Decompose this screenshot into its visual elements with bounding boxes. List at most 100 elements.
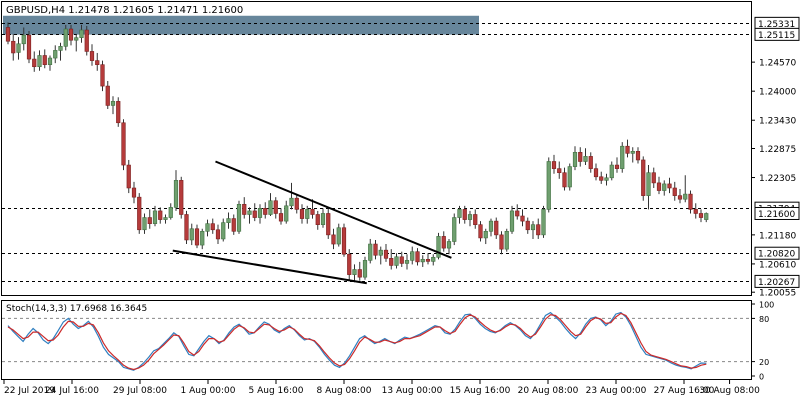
candle-body — [473, 214, 478, 225]
level-label-box — [754, 27, 800, 41]
price-tick-label: 1.24000 — [759, 88, 796, 98]
candle-body — [646, 172, 651, 196]
candle-body — [446, 241, 452, 249]
level-label-text: 1.20820 — [758, 250, 795, 260]
stoch-tick-label: 0 — [759, 373, 764, 382]
candle-body — [698, 213, 704, 218]
candle-body — [89, 51, 95, 61]
stochastic-oscillator — [2, 311, 751, 371]
candle-body — [184, 214, 189, 241]
time-tick-label: 27 Aug 16:00 — [654, 386, 715, 396]
level-label-text: 1.25331 — [758, 20, 795, 30]
candle-body — [604, 177, 609, 181]
price-axis: 1.24570 1.24000 1.23430 1.22875 1.22305 1.211… — [751, 59, 796, 299]
candle-body — [704, 213, 709, 220]
candle-body — [383, 249, 389, 259]
candle-body — [431, 256, 436, 262]
candle-body — [284, 205, 289, 222]
time-tick-label: 20 Aug 08:00 — [518, 386, 579, 396]
candle-body — [68, 28, 74, 41]
candle-body — [305, 209, 310, 219]
candle-body — [457, 209, 462, 218]
candle-body — [609, 164, 614, 179]
candle-body — [562, 172, 567, 188]
candle-body — [320, 213, 326, 225]
candle-body — [625, 145, 630, 154]
candle-body — [541, 209, 546, 236]
candle-body — [509, 210, 515, 232]
candle-body — [16, 43, 21, 53]
candle-body — [620, 145, 625, 169]
candle-body — [131, 187, 137, 198]
candle-body — [567, 166, 572, 188]
candle-body — [425, 259, 431, 262]
candle-body — [483, 231, 488, 239]
candle-body — [210, 223, 215, 231]
stoch-tick-label: 20 — [759, 358, 769, 367]
candle-body — [173, 180, 179, 208]
candle-body — [347, 253, 352, 275]
price-tick-label: 1.20055 — [759, 289, 796, 299]
candle-body — [599, 176, 604, 181]
level-label-text: 1.20267 — [758, 278, 795, 288]
time-tick-label: 30 Aug 08:00 — [699, 386, 760, 396]
candle-body — [415, 251, 420, 263]
candle-body — [121, 122, 126, 166]
candle-body — [242, 203, 247, 215]
candle-body — [488, 220, 494, 232]
candle-body — [326, 213, 331, 236]
candle-body — [520, 215, 525, 222]
candle-body — [310, 209, 315, 215]
wedge-line-1 — [172, 249, 367, 285]
price-tick-label: 1.23430 — [759, 117, 796, 127]
candle-body — [100, 64, 105, 87]
candle-body — [42, 55, 47, 65]
stoch-tick-label: 80 — [759, 315, 769, 324]
candle-body — [399, 256, 404, 264]
candle-body — [667, 183, 672, 189]
price-tick-label: 1.21180 — [759, 231, 796, 241]
candle-body — [436, 236, 441, 258]
candle-body — [352, 269, 357, 275]
candle-body — [278, 213, 284, 222]
candle-body — [137, 196, 142, 231]
level-price-labels: 1.253311.251151.217041.216001.208201.202… — [754, 16, 800, 288]
stoch-plot-frame — [1, 300, 752, 380]
candle-body — [499, 234, 504, 250]
candle-body — [247, 210, 252, 215]
candle-body — [530, 224, 536, 231]
candle-body — [452, 217, 457, 242]
candle-body — [221, 222, 226, 240]
candle-body — [315, 214, 320, 225]
time-tick-label: 24 Jul 16:00 — [45, 386, 99, 396]
candle-body — [394, 256, 399, 266]
price-tick-label: 1.20610 — [759, 260, 796, 270]
candle-body — [21, 34, 26, 45]
candle-body — [341, 227, 347, 255]
candle-body — [74, 37, 79, 41]
candle-body — [105, 85, 110, 106]
stoch-tick-label: 100 — [759, 301, 774, 310]
candle-body — [441, 236, 446, 249]
candle-body — [194, 228, 200, 246]
candle-body — [478, 224, 483, 239]
candlestick-series — [5, 22, 709, 283]
candle-body — [236, 203, 242, 232]
candle-body — [688, 193, 693, 210]
chart-header-symbol: GBPUSD,H4 1.21478 1.21605 1.21471 1.2160… — [6, 5, 243, 16]
candle-body — [58, 46, 63, 51]
candle-body — [389, 258, 394, 266]
candle-body — [515, 210, 520, 217]
time-tick-label: 13 Aug 00:00 — [382, 386, 443, 396]
candle-body — [126, 164, 131, 189]
candle-body — [641, 159, 646, 196]
candle-body — [179, 180, 184, 215]
candle-body — [37, 55, 42, 68]
candle-body — [662, 183, 667, 191]
resistance-zone — [3, 15, 479, 35]
candle-body — [95, 60, 100, 65]
candle-body — [614, 164, 620, 169]
candle-body — [189, 228, 194, 241]
